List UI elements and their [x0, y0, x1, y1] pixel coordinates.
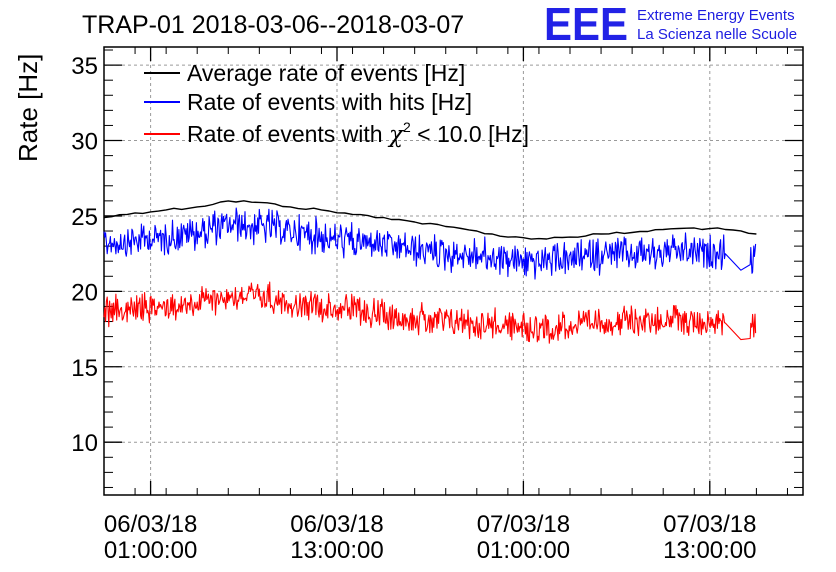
- series-lines: [103, 200, 757, 344]
- series-line-1: [103, 207, 757, 280]
- x-tick-time-0: 01:00:00: [104, 537, 197, 564]
- x-tick-date-3: 07/03/18: [663, 511, 756, 538]
- legend-label-average: Average rate of events [Hz]: [187, 60, 465, 86]
- grid: [104, 47, 803, 495]
- series-line-0: [103, 200, 757, 240]
- x-tick-date-1: 06/03/18: [290, 511, 383, 538]
- logo-line-2: La Scienza nelle Scuole: [637, 26, 797, 43]
- x-tick-time-2: 01:00:00: [477, 537, 570, 564]
- x-tick-date-0: 06/03/18: [104, 511, 197, 538]
- axis-ticks: [103, 47, 803, 495]
- y-tick-label-25: 25: [71, 204, 98, 231]
- eee-logo: EEE Extreme Energy Events La Scienza nel…: [544, 0, 797, 50]
- x-tick-date-2: 07/03/18: [477, 511, 570, 538]
- series-line-2: [103, 281, 757, 344]
- legend-chi2-sup: 2: [403, 119, 411, 135]
- legend-chi2-prefix: Rate of events with: [187, 121, 389, 147]
- x-tick-time-3: 13:00:00: [663, 537, 756, 564]
- legend-label-hits: Rate of events with hits [Hz]: [187, 89, 472, 115]
- y-tick-label-30: 30: [71, 129, 98, 156]
- chart-title: TRAP-01 2018-03-06--2018-03-07: [82, 11, 464, 39]
- legend-label-chi2: Rate of events with χ2 < 10.0 [Hz]: [187, 119, 529, 148]
- y-tick-label-15: 15: [71, 355, 98, 382]
- y-axis-title: Rate [Hz]: [13, 54, 43, 162]
- y-tick-label-10: 10: [71, 430, 98, 457]
- legend-chi2-symbol: χ: [387, 122, 405, 148]
- legend: Average rate of events [Hz] Rate of even…: [144, 60, 529, 148]
- plot-frame: [103, 46, 804, 496]
- logo-mark: EEE: [544, 0, 628, 50]
- legend-chi2-suffix: < 10.0 [Hz]: [411, 121, 529, 147]
- y-tick-label-35: 35: [71, 53, 98, 80]
- y-tick-label-20: 20: [71, 279, 98, 306]
- logo-line-1: Extreme Energy Events: [637, 7, 795, 24]
- tick-labels: 10152025303506/03/1801:00:0006/03/1813:0…: [71, 53, 756, 564]
- x-tick-time-1: 13:00:00: [290, 537, 383, 564]
